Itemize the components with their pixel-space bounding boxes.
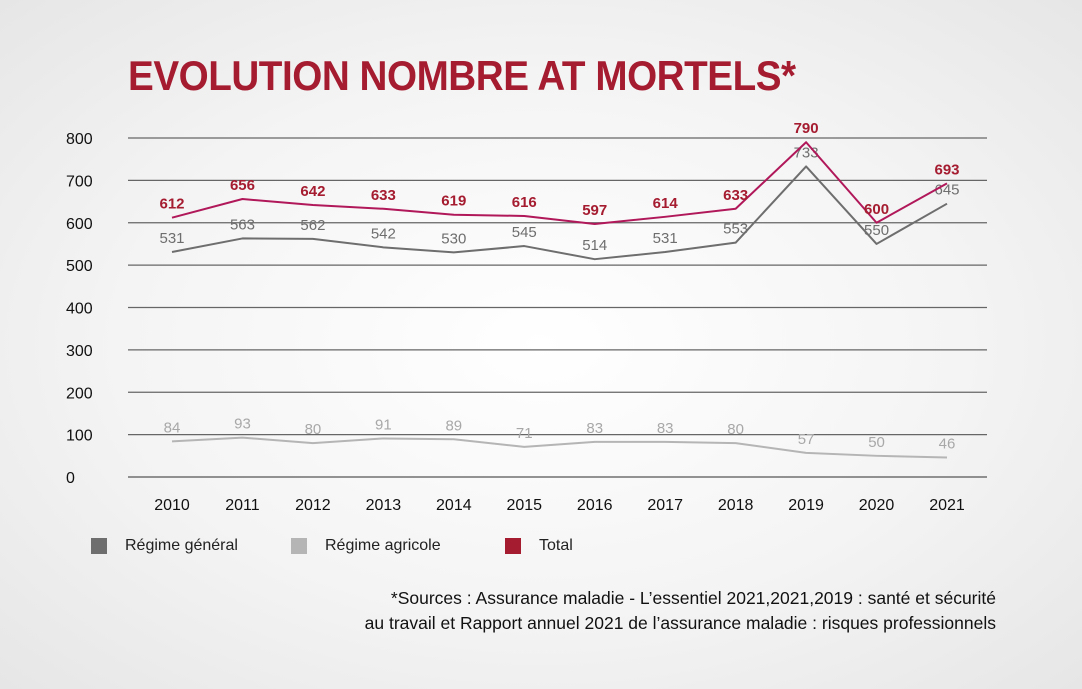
y-tick-label: 700 — [66, 173, 93, 190]
y-tick-label: 500 — [66, 258, 93, 275]
x-tick-label: 2020 — [859, 497, 895, 514]
data-label: 550 — [864, 222, 889, 239]
data-label: 531 — [653, 230, 678, 247]
data-label: 531 — [159, 230, 184, 247]
data-label: 83 — [657, 420, 674, 437]
data-label: 619 — [441, 193, 466, 210]
data-label: 633 — [723, 187, 748, 204]
data-label: 50 — [868, 434, 885, 451]
y-tick-label: 800 — [66, 131, 93, 148]
data-label: 89 — [445, 417, 462, 434]
x-tick-label: 2017 — [647, 497, 683, 514]
data-label: 693 — [934, 161, 959, 178]
y-tick-label: 200 — [66, 385, 93, 402]
data-label: 530 — [441, 230, 466, 247]
data-label: 597 — [582, 202, 607, 219]
x-tick-label: 2015 — [506, 497, 542, 514]
y-tick-label: 0 — [66, 470, 75, 487]
legend-item-regime-agricole: Régime agricole — [291, 537, 441, 555]
legend-label: Régime agricole — [325, 537, 441, 554]
source-line-1: *Sources : Assurance maladie - L’essenti… — [390, 588, 996, 608]
data-label: 542 — [371, 225, 396, 242]
y-tick-label: 600 — [66, 216, 93, 233]
y-tick-label: 100 — [66, 428, 93, 445]
legend-swatch-regime-agricole — [291, 538, 307, 554]
data-label: 545 — [512, 224, 537, 241]
data-label: 633 — [371, 187, 396, 204]
x-tick-label: 2010 — [154, 497, 190, 514]
legend-swatch-regime-general — [91, 538, 107, 554]
data-label: 562 — [300, 217, 325, 234]
y-tick-label: 300 — [66, 343, 93, 360]
chart-title: EVOLUTION NOMBRE AT MORTELS* — [128, 52, 796, 99]
data-label: 80 — [305, 421, 322, 438]
y-tick-label: 400 — [66, 301, 93, 318]
data-label: 46 — [939, 436, 956, 453]
x-tick-label: 2011 — [225, 497, 260, 514]
data-label: 84 — [164, 419, 181, 436]
x-tick-label: 2018 — [718, 497, 754, 514]
legend-label: Total — [539, 537, 573, 554]
data-label: 642 — [300, 183, 325, 200]
source-note: *Sources : Assurance maladie - L’essenti… — [365, 586, 996, 636]
data-label: 91 — [375, 416, 392, 433]
data-label: 83 — [586, 420, 603, 437]
data-label: 553 — [723, 221, 748, 238]
legend-item-total: Total — [505, 537, 573, 555]
data-label: 790 — [794, 120, 819, 137]
x-tick-label: 2016 — [577, 497, 613, 514]
source-line-2: au travail et Rapport annuel 2021 de l’a… — [364, 613, 996, 633]
x-tick-label: 2021 — [929, 497, 965, 514]
data-label: 563 — [230, 216, 255, 233]
series-line-2 — [171, 141, 948, 226]
data-label: 616 — [512, 194, 537, 211]
data-label: 600 — [864, 201, 889, 218]
x-tick-label: 2019 — [788, 497, 824, 514]
data-label: 80 — [727, 421, 744, 438]
legend-label: Régime général — [125, 537, 238, 554]
legend-swatch-total — [505, 538, 521, 554]
data-label: 71 — [516, 425, 533, 442]
data-label: 57 — [798, 431, 815, 448]
legend-item-regime-general: Régime général — [91, 537, 238, 555]
series-line-0 — [171, 165, 948, 261]
x-tick-label: 2012 — [295, 497, 331, 514]
data-label: 656 — [230, 177, 255, 194]
data-label: 93 — [234, 416, 251, 433]
data-label: 514 — [582, 237, 607, 254]
series-line-1 — [171, 436, 948, 459]
data-label: 614 — [653, 195, 679, 212]
x-tick-label: 2013 — [366, 497, 402, 514]
data-label: 612 — [159, 196, 184, 213]
x-tick-label: 2014 — [436, 497, 472, 514]
